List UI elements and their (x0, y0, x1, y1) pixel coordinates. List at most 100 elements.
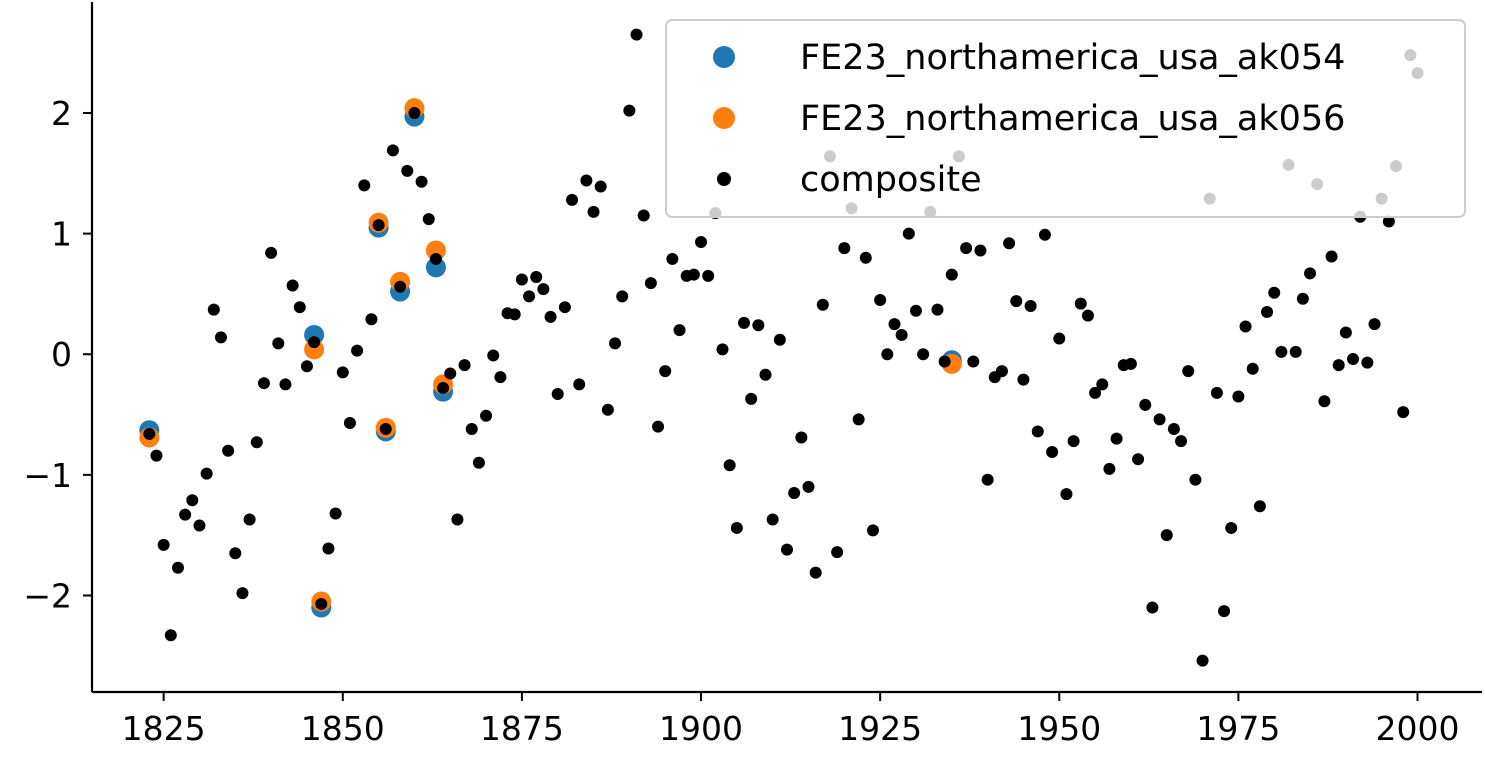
point-series-3 (1304, 267, 1317, 280)
point-series-3 (336, 366, 349, 379)
point-series-3 (558, 301, 571, 314)
point-series-3 (1218, 605, 1231, 618)
point-series-3 (157, 538, 170, 551)
point-series-3 (358, 179, 371, 192)
point-series-3 (1096, 378, 1109, 391)
point-series-3 (1053, 332, 1066, 345)
point-series-3 (394, 280, 407, 293)
point-series-3 (874, 293, 887, 306)
point-series-3 (343, 417, 356, 429)
point-series-3 (322, 542, 335, 555)
point-series-3 (895, 328, 908, 341)
point-series-3 (637, 209, 650, 222)
point-series-3 (1232, 390, 1245, 403)
point-series-3 (974, 244, 987, 257)
point-series-3 (379, 423, 392, 436)
point-series-3 (329, 507, 342, 520)
point-series-3 (917, 348, 930, 361)
point-series-3 (866, 524, 879, 537)
point-series-3 (587, 205, 600, 218)
point-series-3 (207, 303, 220, 316)
point-series-3 (1124, 357, 1137, 370)
point-series-3 (809, 566, 822, 579)
point-series-3 (451, 513, 464, 526)
x-tick-label: 2000 (1376, 709, 1460, 748)
point-series-2 (425, 240, 446, 261)
point-series-3 (673, 324, 686, 337)
point-series-3 (752, 319, 765, 332)
point-series-3 (150, 449, 163, 462)
point-series-3 (401, 164, 414, 177)
point-series-3 (1153, 413, 1166, 426)
point-series-3 (1397, 406, 1410, 419)
point-series-3 (1325, 250, 1338, 263)
axes: 1825 1850 1875 1900 1925 1950 1975 2000 −2 −1 0 1 2 (23, 2, 1482, 748)
point-series-3 (1110, 432, 1123, 445)
point-series-3 (1261, 306, 1274, 319)
point-series-3 (816, 298, 829, 311)
point-series-3 (222, 444, 235, 457)
point-series-3 (1368, 318, 1381, 331)
point-series-3 (1081, 309, 1094, 322)
point-series-3 (372, 219, 385, 232)
x-tick-label: 1950 (1017, 709, 1101, 748)
point-series-3 (566, 193, 579, 206)
point-series-3 (609, 337, 622, 350)
point-series-3 (1189, 473, 1202, 486)
point-series-3 (1210, 386, 1223, 399)
x-tick-label: 1900 (659, 709, 743, 748)
point-series-3 (243, 513, 256, 526)
point-series-3 (186, 494, 199, 507)
point-series-3 (429, 252, 442, 265)
point-series-3 (1289, 345, 1302, 358)
point-series-3 (164, 629, 177, 642)
point-series-3 (1146, 601, 1159, 614)
point-series-3 (1067, 435, 1080, 448)
point-series-3 (723, 459, 736, 472)
point-series-3 (386, 144, 399, 157)
point-series-3 (852, 413, 865, 426)
legend-marker-series-3 (717, 172, 731, 186)
point-series-3 (444, 367, 457, 380)
point-series-3 (1318, 395, 1331, 408)
x-tick-label: 1975 (1196, 709, 1280, 748)
point-series-3 (408, 106, 421, 119)
point-series-3 (458, 359, 471, 372)
point-series-3 (580, 174, 593, 187)
point-series-3 (1046, 445, 1059, 458)
legend: FE23_northamerica_usa_ak054 FE23_northame… (665, 19, 1466, 218)
point-series-3 (1239, 320, 1252, 333)
point-series-3 (143, 427, 156, 440)
point-series-3 (738, 316, 751, 329)
point-series-3 (1060, 488, 1073, 501)
point-series-3 (1024, 299, 1037, 312)
point-series-3 (1031, 425, 1044, 438)
point-series-3 (659, 365, 672, 378)
point-series-3 (1382, 215, 1395, 228)
y-tick-label: −1 (23, 456, 72, 495)
legend-marker-series-1 (713, 46, 735, 68)
point-series-3 (293, 301, 306, 314)
y-tick-label: 1 (51, 215, 72, 254)
point-series-3 (652, 420, 665, 433)
point-series-3 (1182, 365, 1195, 378)
point-series-3 (881, 348, 894, 361)
point-series-3 (1139, 398, 1152, 411)
point-series-3 (437, 382, 450, 395)
point-series-3 (1038, 228, 1051, 241)
point-series-3 (716, 343, 729, 356)
x-tick-label: 1850 (301, 709, 385, 748)
point-series-3 (1010, 295, 1023, 308)
point-series-3 (795, 431, 808, 444)
point-series-3 (250, 436, 263, 449)
point-series-3 (200, 467, 213, 480)
point-series-3 (1074, 297, 1087, 310)
point-series-1 (425, 257, 446, 278)
point-series-3 (838, 242, 851, 255)
point-series-3 (257, 377, 270, 390)
point-series-3 (666, 252, 679, 265)
x-tick-label: 1875 (480, 709, 564, 748)
point-series-3 (1017, 373, 1030, 386)
point-series-3 (286, 279, 299, 292)
point-series-3 (508, 308, 521, 321)
